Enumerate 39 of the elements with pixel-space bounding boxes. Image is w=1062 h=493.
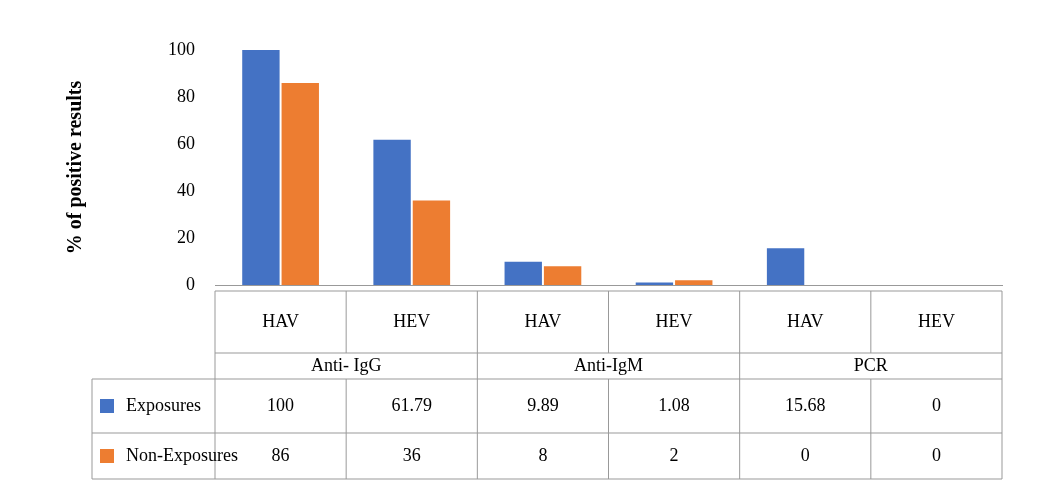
text: Anti-IgM [574, 354, 643, 375]
y-tick-label: 60 [177, 132, 195, 153]
x-tick-label: HAV [262, 310, 299, 331]
x-tick-label: HEV [393, 310, 431, 331]
bar [504, 261, 542, 285]
y-tick-label: 40 [177, 179, 195, 200]
data-label: 100 [267, 394, 295, 415]
text: Anti- IgG [310, 354, 382, 375]
y-tick-label: 80 [177, 85, 195, 106]
data-label: 9.89 [527, 394, 559, 415]
bar [635, 282, 674, 285]
data-label: 15.68 [785, 394, 826, 415]
legend-label: Exposures [126, 394, 201, 415]
y-axis-title: % of positive results [63, 80, 87, 255]
bar [242, 50, 280, 285]
x-tick-label: HAV [524, 310, 562, 331]
bar [543, 266, 582, 285]
bar [412, 200, 451, 285]
y-tick-label: 0 [186, 273, 195, 294]
bar [373, 139, 411, 285]
data-label: 0 [931, 444, 941, 465]
x-tick-label: HAV [786, 310, 824, 331]
bar [281, 82, 319, 285]
x-tick-label: HEV [655, 310, 693, 331]
data-label: 86 [271, 444, 290, 465]
data-label: 61.79 [391, 394, 432, 415]
legend-label: Non-Exposures [126, 444, 238, 465]
data-label: 36 [402, 444, 421, 465]
y-tick-label: 20 [177, 226, 195, 247]
text: PCR [853, 354, 888, 375]
data-label: 0 [800, 444, 810, 465]
data-label: 0 [931, 394, 941, 415]
data-label: 8 [538, 444, 548, 465]
data-label: 2 [669, 444, 679, 465]
data-label: 1.08 [658, 394, 690, 415]
x-tick-label: HEV [917, 310, 955, 331]
bar [675, 280, 713, 285]
bar [766, 248, 805, 285]
y-tick-label: 100 [168, 38, 195, 59]
